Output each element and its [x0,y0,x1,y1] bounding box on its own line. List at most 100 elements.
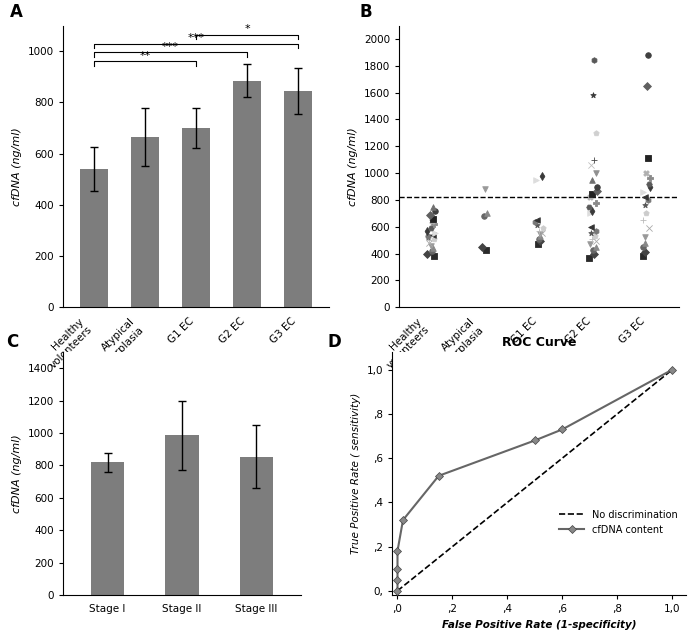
Point [637,251,648,261]
Point [423,235,434,245]
Point [479,184,490,195]
Bar [239,456,273,595]
Line: cfDNA content: cfDNA content [395,367,675,593]
Point [638,242,649,252]
Point [640,232,651,243]
Point [643,179,655,189]
Point [533,239,544,250]
cfDNA content [558,426,566,433]
Point [428,219,440,229]
cfDNA content [393,565,402,573]
Point [645,181,656,191]
Point [537,223,548,233]
Point [588,249,599,259]
Point [587,90,598,100]
Point [534,236,545,246]
Text: **: ** [139,51,150,61]
Y-axis label: cfDNA (ng/ml): cfDNA (ng/ml) [12,434,22,513]
cfDNA content [668,366,676,374]
Point [640,192,651,202]
Point [585,160,596,170]
Point [644,173,655,184]
Title: ROC Curve: ROC Curve [502,337,576,349]
Point [637,215,648,225]
Text: D: D [328,333,341,351]
Point [588,244,599,255]
Legend: No discrimination, cfDNA content: No discrimination, cfDNA content [556,506,681,538]
Point [426,223,437,233]
Point [428,251,439,261]
Point [532,215,543,225]
Point [428,214,439,224]
Point [427,230,438,240]
Point [588,55,599,65]
Bar [131,137,159,307]
Point [591,128,602,138]
cfDNA content [435,472,443,479]
Point [590,236,601,246]
Point [533,234,545,244]
Text: ***: *** [162,42,179,52]
X-axis label: False Positive Rate (1-specificity): False Positive Rate (1-specificity) [442,620,636,630]
Y-axis label: cfDNA (ng/ml): cfDNA (ng/ml) [13,127,22,206]
Point [584,192,596,202]
Point [535,231,546,241]
cfDNA content [393,576,402,584]
cfDNA content [393,547,402,555]
Point [587,175,598,185]
Point [534,229,545,239]
Bar [91,462,125,595]
cfDNA content [399,516,407,524]
Bar [165,435,199,595]
Point [637,187,648,197]
Point [586,221,597,232]
Point [428,202,439,212]
Y-axis label: cfDNA (ng/ml): cfDNA (ng/ml) [348,127,358,206]
cfDNA content [393,587,402,595]
Point [479,211,490,221]
Point [584,208,596,218]
Point [592,181,603,191]
Point [424,237,435,248]
Point [640,246,651,257]
Point [640,168,652,178]
Point [421,248,433,259]
Point [481,208,492,218]
Point [477,242,488,252]
Point [642,50,653,60]
Point [427,216,438,227]
Point [642,153,653,163]
Point [430,228,441,238]
Point [590,242,601,252]
Point [640,200,651,211]
Text: ***: *** [188,33,204,43]
Point [640,208,652,218]
Point [639,237,650,248]
Point [429,205,440,216]
Point [590,168,601,178]
Point [586,234,597,244]
Text: A: A [10,3,22,21]
Point [585,228,596,238]
Point [428,243,439,253]
Text: B: B [360,3,372,21]
Point [643,223,655,233]
Point [589,231,601,241]
Point [422,231,433,241]
Point [421,226,433,236]
Bar [284,91,312,307]
cfDNA content [531,436,539,444]
Point [591,226,602,236]
Point [641,81,652,91]
Point [530,175,541,185]
Point [533,226,545,236]
Point [532,220,543,230]
Point [427,246,438,256]
Point [584,202,595,212]
Point [588,155,599,165]
Point [591,186,602,196]
Point [530,217,541,227]
Point [643,195,654,205]
Point [586,189,597,199]
Y-axis label: True Positive Rate ( sensitivity): True Positive Rate ( sensitivity) [351,393,361,554]
